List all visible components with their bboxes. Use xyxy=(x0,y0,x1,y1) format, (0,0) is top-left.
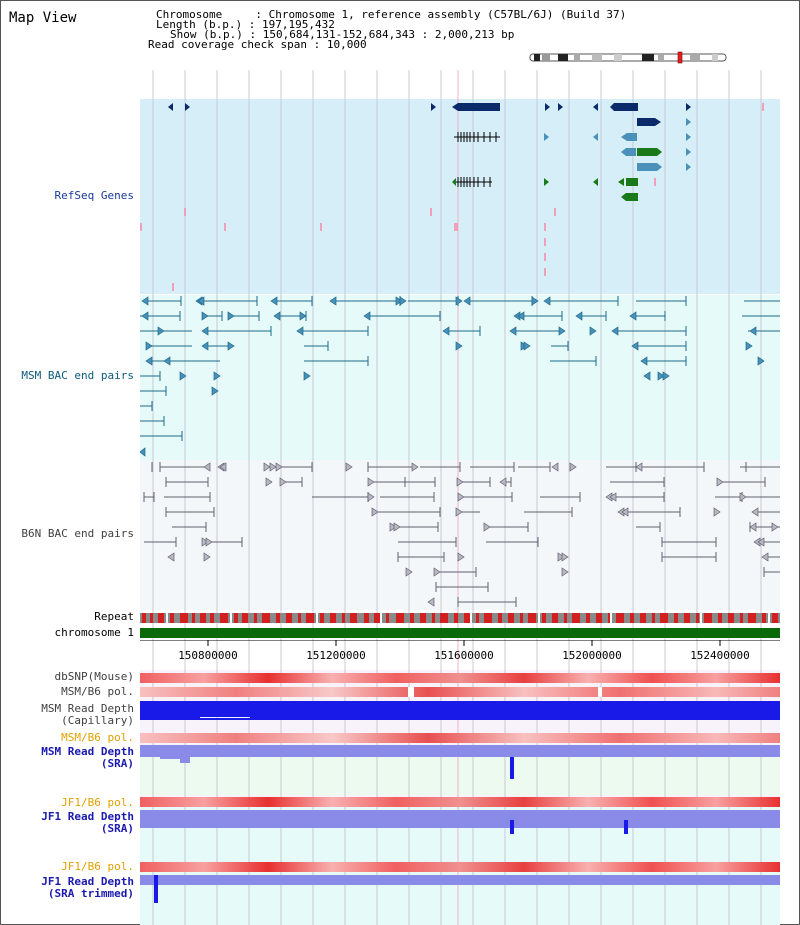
label-msm-depth-cap: MSM Read Depth xyxy=(41,702,134,715)
variation-tracks[interactable] xyxy=(140,670,780,925)
label-repeat: Repeat xyxy=(94,610,134,623)
label-jf1-b6-pol-1: JF1/B6 pol. xyxy=(61,796,134,809)
msm-bac-track xyxy=(140,295,780,460)
chromosome-ideogram[interactable] xyxy=(528,51,730,65)
label-msm-depth-sra: MSM Read Depth xyxy=(41,745,134,758)
label-jf1-b6-pol-2: JF1/B6 pol. xyxy=(61,860,134,873)
label-dbsnp: dbSNP(Mouse) xyxy=(54,670,134,683)
chromosome-value: Chromosome 1, reference assembly (C57BL/… xyxy=(268,8,627,21)
coverage-value: 10,000 xyxy=(326,38,367,51)
ruler-tick-4: 152000000 xyxy=(562,649,622,662)
show-value: 150,684,131-152,684,343 : 2,000,213 bp xyxy=(262,28,515,41)
repeat-track[interactable] xyxy=(140,613,780,623)
coverage-key: Read coverage check span xyxy=(148,38,307,51)
label-jf1-depth-sra-sub: (SRA) xyxy=(100,822,134,835)
refseq-track xyxy=(140,99,780,294)
label-msm-b6-pol-1: MSM/B6 pol. xyxy=(61,685,134,698)
label-msm-depth-sra-sub: (SRA) xyxy=(100,757,134,770)
label-jf1-depth-trim-sub: (SRA trimmed) xyxy=(47,887,134,900)
label-refseq: RefSeq Genes xyxy=(54,189,134,202)
label-msm-bac: MSM BAC end pairs xyxy=(21,369,134,382)
page-title: Map View xyxy=(9,10,77,26)
label-b6n-bac: B6N BAC end pairs xyxy=(21,527,134,540)
chromosome-bar[interactable] xyxy=(140,628,780,638)
chromosome-info: Chromosome : Chromosome 1, reference ass… xyxy=(148,8,627,51)
msm-bac-pairs[interactable] xyxy=(140,295,780,460)
ruler-tick-3: 151600000 xyxy=(434,649,494,662)
b6n-bac-track xyxy=(140,460,780,610)
label-msm-depth-cap-sub: (Capillary) xyxy=(61,714,134,727)
show-key: Show (b.p.) xyxy=(170,28,243,41)
ruler-tick-5: 152400000 xyxy=(690,649,750,662)
ruler-tick-2: 151200000 xyxy=(306,649,366,662)
label-jf1-depth-trim: JF1 Read Depth xyxy=(41,875,134,888)
refseq-genes[interactable] xyxy=(140,99,780,294)
position-ruler: 150800000 151200000 151600000 152000000 … xyxy=(140,640,780,662)
label-jf1-depth-sra: JF1 Read Depth xyxy=(41,810,134,823)
b6n-bac-pairs[interactable] xyxy=(140,460,780,610)
label-msm-b6-pol-2: MSM/B6 pol. xyxy=(61,731,134,744)
ruler-tick-1: 150800000 xyxy=(178,649,238,662)
label-chromosome: chromosome 1 xyxy=(54,626,134,639)
length-value: 197,195,432 xyxy=(261,18,335,31)
length-key: Length (b.p.) xyxy=(156,18,243,31)
chromosome-key: Chromosome xyxy=(156,8,223,21)
